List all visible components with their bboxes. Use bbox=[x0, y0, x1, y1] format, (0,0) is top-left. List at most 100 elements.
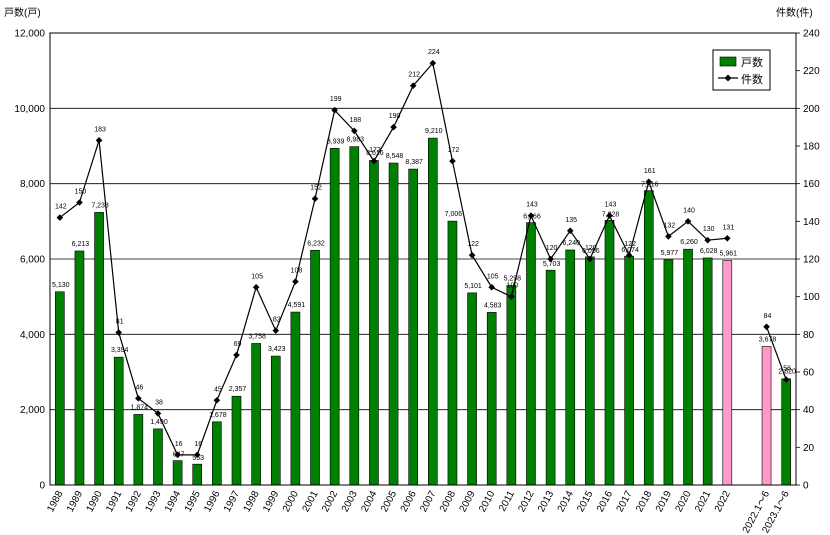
bar bbox=[643, 190, 654, 486]
bar-data-label: 5,130 bbox=[52, 282, 70, 289]
line-data-label: 120 bbox=[546, 245, 558, 252]
line-data-label: 46 bbox=[135, 384, 143, 391]
legend-bar-swatch bbox=[719, 56, 737, 67]
x-tick-label: 1999 bbox=[261, 489, 281, 514]
bar-data-label: 1,678 bbox=[209, 412, 227, 419]
line-point bbox=[272, 327, 280, 334]
y-right-tick-label: 240 bbox=[803, 29, 820, 40]
bar bbox=[270, 355, 281, 486]
y-right-tick-label: 100 bbox=[803, 292, 820, 303]
x-tick-label: 1992 bbox=[124, 489, 144, 514]
x-tick-label: 1993 bbox=[143, 489, 163, 514]
x-tick-label: 2007 bbox=[418, 489, 438, 514]
x-tick-label: 1995 bbox=[183, 489, 203, 514]
line-data-label: 81 bbox=[116, 318, 124, 325]
bar-data-label: 2,357 bbox=[229, 386, 247, 393]
bar-data-label: 5,977 bbox=[661, 250, 679, 257]
x-tick-label: 1991 bbox=[104, 489, 124, 514]
bar bbox=[74, 250, 85, 486]
bar-data-label: 3,678 bbox=[759, 336, 777, 343]
line-data-label: 183 bbox=[94, 126, 106, 133]
bar-data-label: 8,387 bbox=[405, 159, 423, 166]
line-point bbox=[527, 212, 535, 219]
y-right-tick-label: 40 bbox=[803, 405, 815, 416]
bar-data-label: 5,703 bbox=[543, 261, 561, 268]
line-data-label: 152 bbox=[310, 185, 322, 192]
line-data-label: 38 bbox=[155, 399, 163, 406]
line-data-label: 135 bbox=[565, 217, 577, 224]
bar-data-label: 7,028 bbox=[602, 211, 620, 218]
x-tick-label: 2018 bbox=[634, 489, 654, 514]
line-point bbox=[213, 396, 221, 404]
line-point bbox=[586, 255, 594, 263]
bar bbox=[113, 356, 124, 486]
y-right-tick-label: 120 bbox=[803, 255, 820, 266]
bar-data-label: 8,548 bbox=[386, 153, 404, 160]
bar-data-label: 4,591 bbox=[288, 302, 306, 309]
x-tick-label: 1990 bbox=[85, 489, 105, 514]
y-left-tick-label: 0 bbox=[39, 481, 45, 492]
x-tick-label: 2009 bbox=[458, 489, 478, 514]
line-point bbox=[331, 106, 338, 114]
bar bbox=[172, 460, 183, 486]
bar-data-label: 1,874 bbox=[131, 404, 149, 411]
bar bbox=[408, 168, 418, 486]
bar-data-label: 8,983 bbox=[347, 137, 365, 144]
line-data-label: 143 bbox=[526, 202, 538, 209]
line-point bbox=[311, 195, 319, 203]
bar-data-label: 5,961 bbox=[720, 250, 738, 257]
x-tick-label: 2015 bbox=[575, 489, 595, 514]
line-point bbox=[468, 251, 476, 259]
bar-data-label: 8,616 bbox=[366, 150, 384, 157]
bar bbox=[604, 219, 615, 486]
line-point bbox=[449, 157, 456, 165]
x-tick-label: 1994 bbox=[163, 489, 183, 514]
x-tick-label: 2013 bbox=[536, 489, 556, 514]
legend-line-marker bbox=[724, 74, 732, 82]
x-tick-label: 2012 bbox=[516, 489, 536, 514]
y-left-tick-label: 6,000 bbox=[20, 255, 45, 266]
line-point bbox=[684, 218, 692, 225]
legend: 戸数 件数 bbox=[712, 49, 771, 91]
line-data-label: 122 bbox=[624, 241, 636, 248]
bar bbox=[722, 260, 733, 486]
line-data-label: 120 bbox=[585, 245, 597, 252]
bar bbox=[231, 395, 242, 486]
line-data-label: 161 bbox=[644, 168, 656, 175]
bar-data-label: 6,240 bbox=[562, 240, 580, 247]
y-right-tick-label: 60 bbox=[803, 368, 815, 379]
bar bbox=[545, 269, 556, 486]
line-point bbox=[763, 323, 770, 331]
bar bbox=[133, 414, 144, 486]
line-point bbox=[606, 212, 613, 219]
bar-data-label: 2,820 bbox=[778, 369, 796, 376]
line-data-label: 56 bbox=[783, 366, 791, 373]
bar-data-label: 6,056 bbox=[582, 248, 600, 255]
bar-data-label: 7,816 bbox=[641, 182, 659, 189]
line-point bbox=[390, 123, 397, 131]
line-data-label: 212 bbox=[408, 72, 420, 79]
x-tick-label: 1997 bbox=[222, 489, 242, 514]
line-data-label: 16 bbox=[175, 441, 183, 448]
bar-data-label: 3,758 bbox=[248, 333, 266, 340]
line-data-label: 199 bbox=[330, 96, 342, 103]
line-series bbox=[56, 59, 790, 459]
line-data-label: 132 bbox=[664, 222, 676, 229]
bar-data-label: 6,074 bbox=[621, 247, 639, 254]
y-right-tick-label: 200 bbox=[803, 104, 820, 115]
line-point bbox=[723, 234, 731, 242]
x-tick-label: 2014 bbox=[556, 489, 576, 514]
line-point bbox=[625, 251, 633, 259]
bar bbox=[388, 162, 399, 486]
line-data-label: 190 bbox=[389, 113, 401, 120]
x-tick-label: 2004 bbox=[359, 489, 379, 514]
legend-line-label: 件数 bbox=[741, 73, 763, 86]
line-point bbox=[782, 376, 790, 383]
line-point bbox=[95, 137, 103, 144]
plot-frame bbox=[49, 32, 797, 486]
line-point bbox=[704, 236, 711, 244]
y-left-tick-label: 2,000 bbox=[20, 405, 45, 416]
bar-data-label: 6,028 bbox=[700, 248, 718, 255]
line-data-label: 172 bbox=[448, 147, 460, 154]
line-point bbox=[154, 410, 162, 417]
